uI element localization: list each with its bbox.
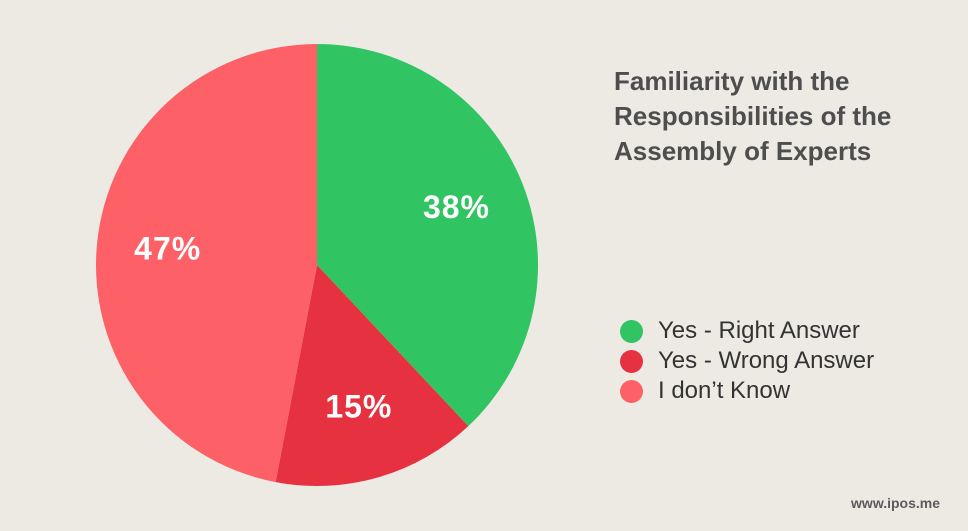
chart-legend: Yes - Right Answer Yes - Wrong Answer I … — [620, 316, 950, 406]
chart-title: Familiarity with the Responsibilities of… — [614, 66, 892, 166]
legend-item-yes-right-answer: Yes - Right Answer — [620, 316, 950, 346]
legend-item-i-dont-know: I don’t Know — [620, 376, 950, 406]
pie-slice-i-don-t-know — [95, 44, 317, 483]
pie-data-label-yes-wrong-answer: 15% — [325, 388, 392, 424]
legend-swatch-yes-right-answer — [620, 319, 643, 343]
pie-slice-yes-right-answer — [317, 44, 539, 427]
pie-data-label-i-don-t-know: 47% — [134, 230, 201, 266]
pie-data-label-yes-right-answer: 38% — [423, 189, 490, 225]
legend-item-yes-wrong-answer: Yes - Wrong Answer — [620, 346, 950, 376]
source-url: www.ipos.me — [851, 495, 940, 511]
pie-data-labels: 38% 15% 47% — [134, 189, 490, 424]
legend-label-yes-right-answer: Yes - Right Answer — [658, 317, 860, 344]
legend-swatch-i-dont-know — [620, 379, 643, 403]
pie-slices — [95, 44, 539, 486]
pie-slice-yes-wrong-answer — [275, 265, 469, 486]
legend-label-yes-wrong-answer: Yes - Wrong Answer — [658, 347, 875, 374]
legend-swatch-yes-wrong-answer — [620, 349, 643, 373]
legend-label-i-dont-know: I don’t Know — [658, 377, 791, 404]
